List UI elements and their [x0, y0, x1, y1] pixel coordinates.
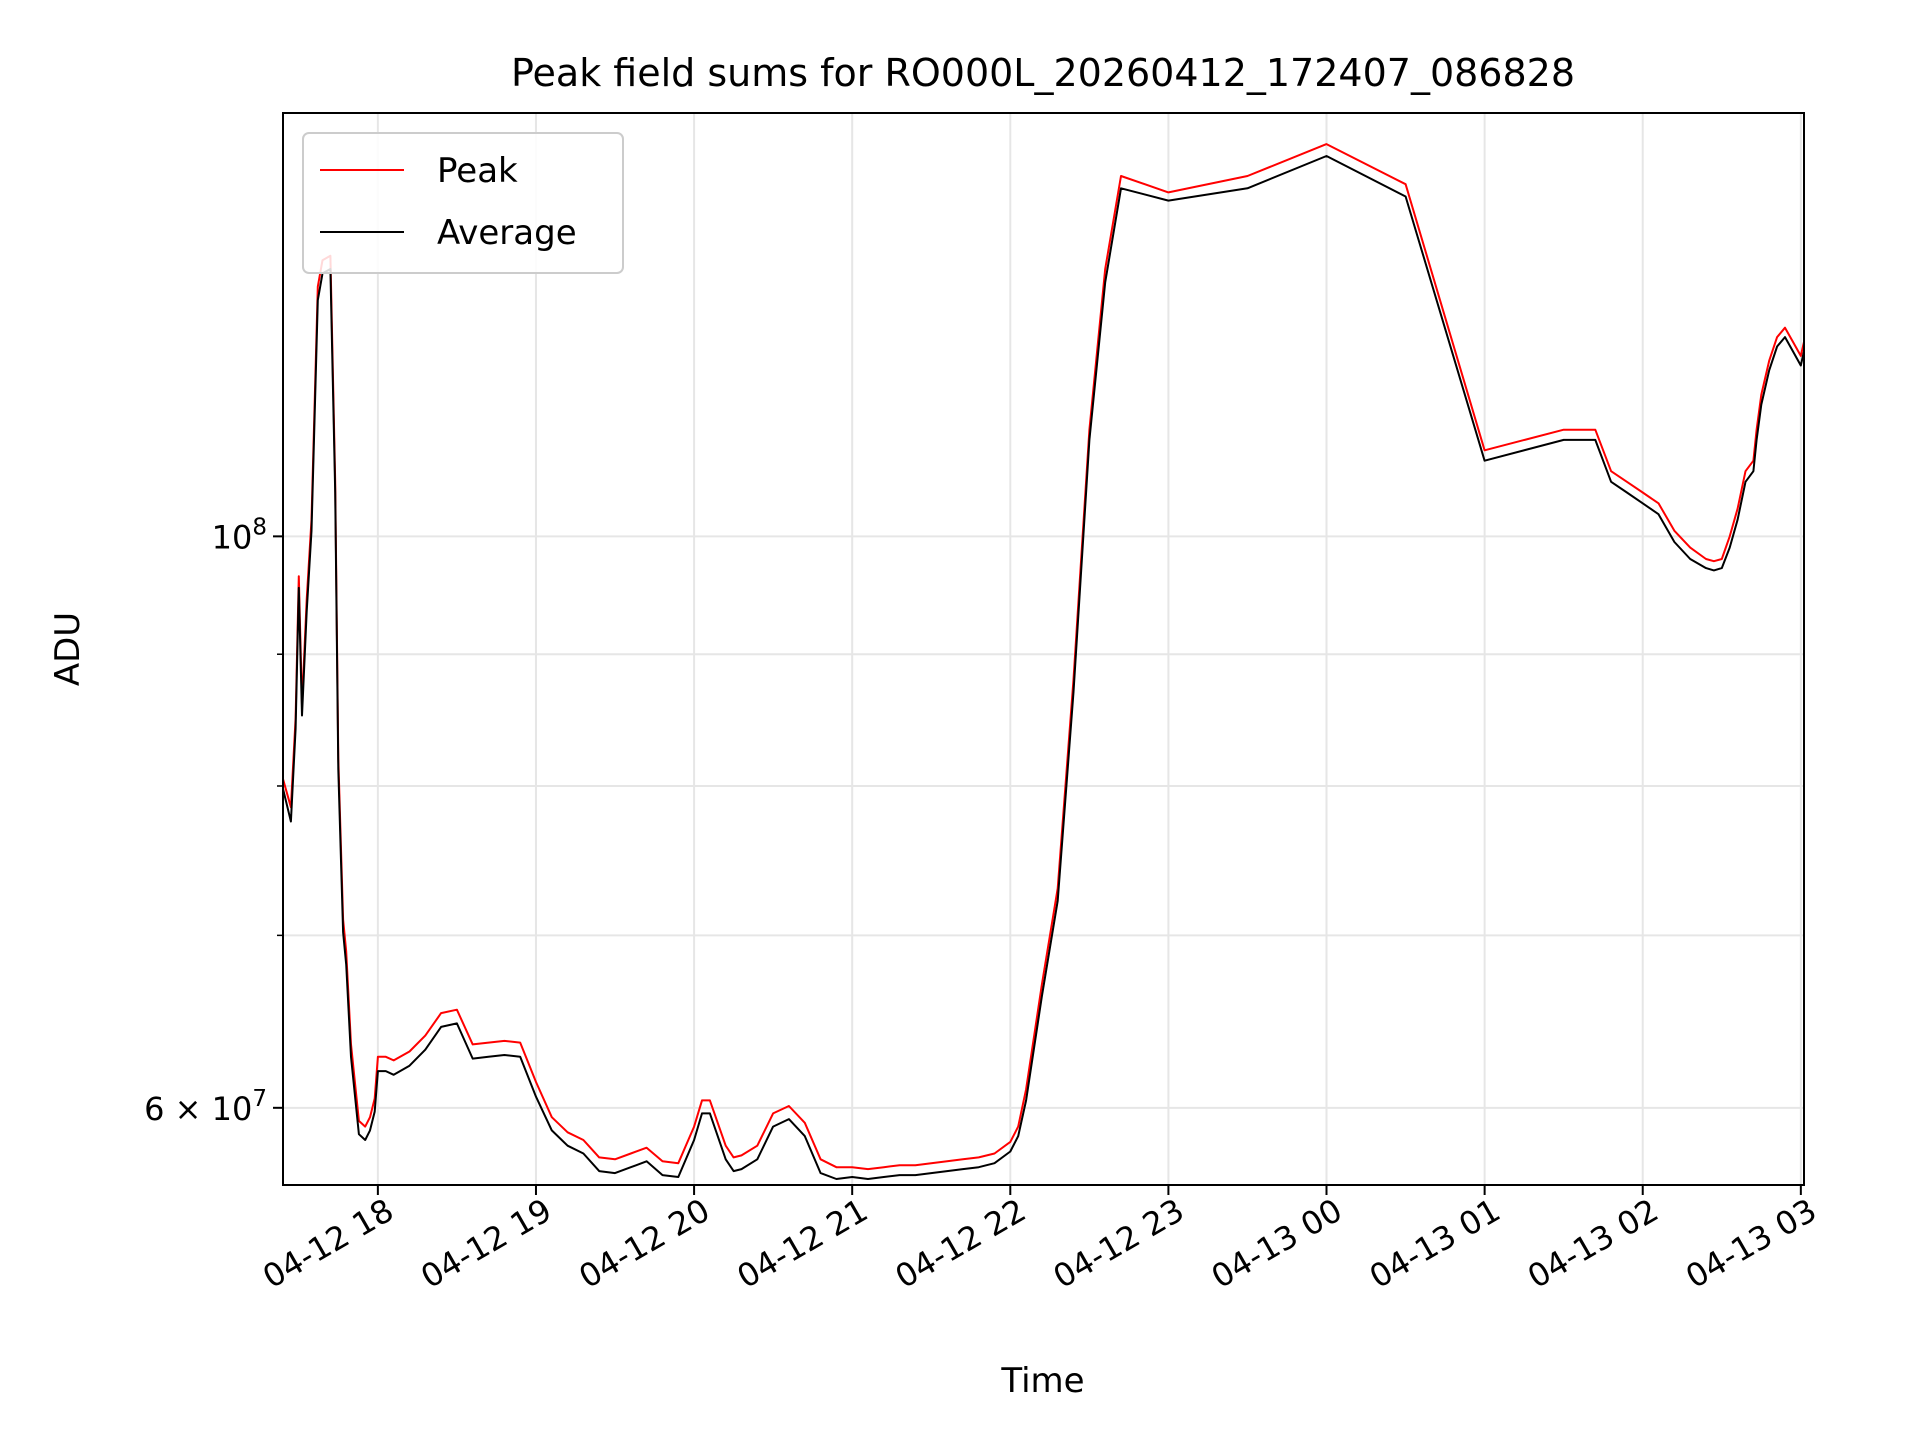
plot-frame: [282, 112, 1805, 1186]
series-line-average: [283, 155, 1804, 1180]
series-line-peak: [283, 143, 1804, 1171]
legend-box: [302, 132, 624, 274]
y-axis-label: ADU: [48, 612, 88, 686]
y-tick-label: 6 × 107: [144, 1086, 267, 1128]
grid: [283, 113, 1804, 1185]
legend: Peak Average: [302, 132, 624, 274]
legend-label-peak: Peak: [437, 151, 518, 191]
chart-title: Peak field sums for RO000L_20260412_1724…: [511, 51, 1575, 95]
y-tick-label: 108: [212, 514, 267, 556]
x-axis-label: Time: [1000, 1361, 1084, 1401]
series-lines: [283, 143, 1804, 1180]
legend-label-average: Average: [437, 213, 577, 253]
y-axis-ticks: 6 × 107 108: [144, 514, 283, 1128]
